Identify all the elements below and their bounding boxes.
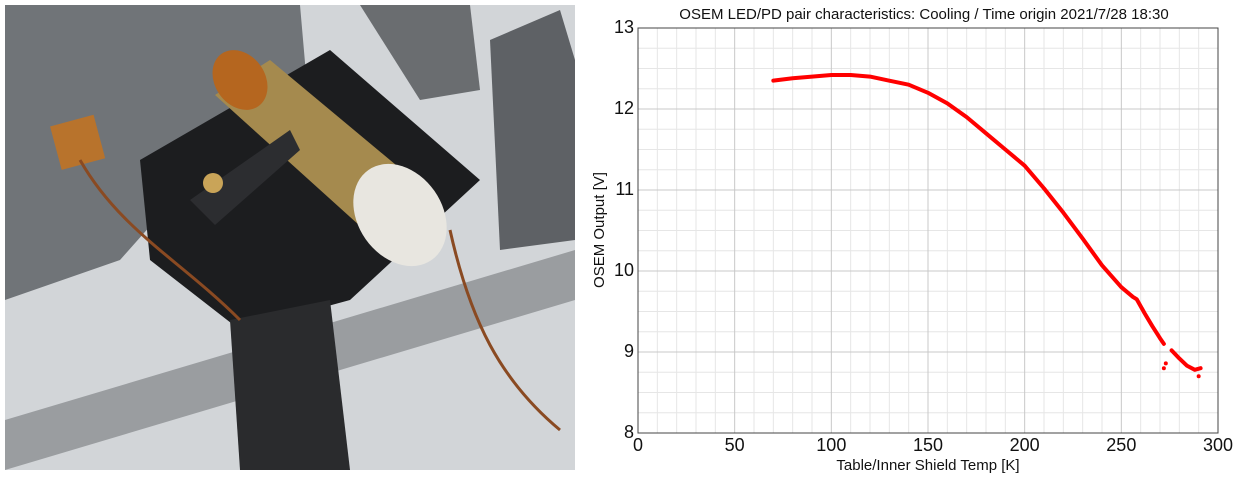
y-tick-label: 11 <box>615 179 634 199</box>
black-mount <box>230 300 350 470</box>
data-point <box>1197 374 1201 378</box>
x-tick-label: 300 <box>1203 435 1233 455</box>
x-tick-label: 250 <box>1106 435 1136 455</box>
x-axis-label: Table/Inner Shield Temp [K] <box>836 457 1019 474</box>
chart-title: OSEM LED/PD pair characteristics: Coolin… <box>679 6 1168 23</box>
x-tick-label: 50 <box>725 435 745 455</box>
y-tick-label: 10 <box>614 260 634 280</box>
y-tick-label: 12 <box>614 98 634 118</box>
photo <box>5 5 575 470</box>
y-axis-label: OSEM Output [V] <box>591 172 608 288</box>
data-point <box>1164 361 1168 365</box>
figure: OSEM LED/PD pair characteristics: Coolin… <box>0 0 1247 478</box>
brass-screw <box>203 173 223 193</box>
x-tick-label: 100 <box>816 435 846 455</box>
x-tick-label: 0 <box>633 435 643 455</box>
chart: OSEM LED/PD pair characteristics: Coolin… <box>591 6 1233 474</box>
y-tick-label: 9 <box>624 341 634 361</box>
y-tick-label: 8 <box>624 422 634 442</box>
metal-plate-right <box>490 10 575 250</box>
page: {"chart_data": {"type": "line", "title":… <box>0 0 1247 478</box>
x-tick-label: 150 <box>913 435 943 455</box>
x-tick-label: 200 <box>1010 435 1040 455</box>
data-point <box>1162 366 1166 370</box>
y-tick-label: 13 <box>614 17 634 37</box>
